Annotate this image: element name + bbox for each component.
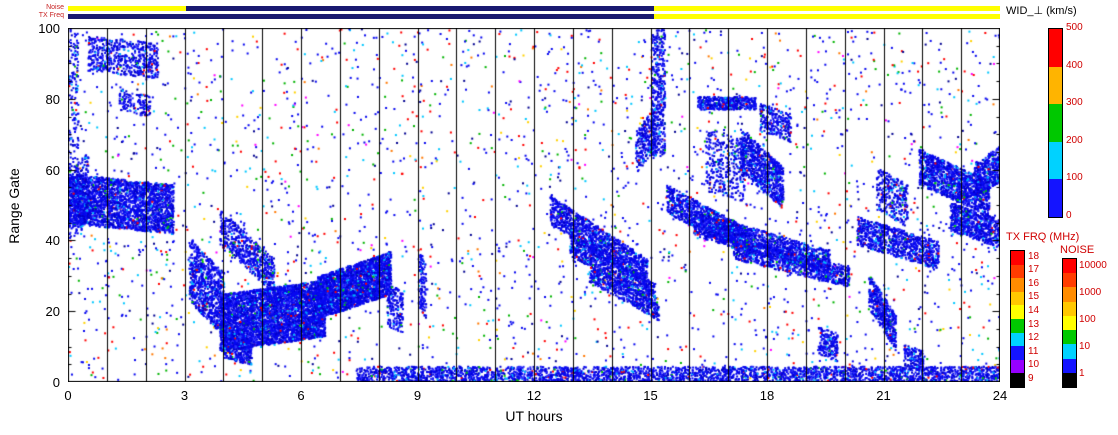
colorbar-segment [1011,359,1024,374]
tx-tick-label: 11 [1028,345,1039,357]
colorbar-segment [1049,179,1062,217]
y-tick-label: 20 [45,304,60,320]
x-tick-label: 21 [876,388,891,403]
x-tick-label: 9 [413,388,422,403]
tx-tick-label: 15 [1028,291,1040,303]
wid-tick-label: 100 [1066,172,1083,184]
noise-strip [68,6,1000,11]
txfreq-strip-label: TX Freq [38,12,64,19]
noise-tick-label: 1000 [1079,287,1102,298]
tx-tick-label: 14 [1028,304,1040,316]
tx-tick-label: 10 [1028,359,1040,371]
colorbar-segment [1063,301,1076,316]
tx-tick-label: 12 [1028,332,1040,344]
noise-tick-label: 1 [1079,368,1085,379]
y-tick-label: 40 [45,233,60,249]
colorbar-segment [1011,264,1024,279]
strip-segment [186,6,655,11]
x-tick-label: 0 [64,388,72,403]
tx-tick-label: 13 [1028,318,1040,330]
x-tick-label: 6 [297,388,305,403]
colorbar-segment [1063,273,1076,288]
wid-tick-label: 300 [1066,97,1083,109]
tx-colorbar [1010,250,1025,388]
colorbar-segment [1011,251,1024,265]
strip-segment [68,14,655,19]
wid-colorbar [1048,28,1063,218]
y-tick-label: 0 [52,375,60,390]
tx-tick-label: 17 [1028,264,1040,276]
noise-tick-label: 10000 [1079,260,1107,271]
tx-tick-label: 16 [1028,277,1040,289]
colorbar-segment [1063,330,1076,345]
noise-colorbar-title: NOISE [1060,244,1095,256]
colorbar-segment [1063,344,1076,359]
tx-colorbar-title: TX FRQ (MHz) [1006,231,1080,243]
colorbar-segment [1011,291,1024,306]
strip-segment [68,6,187,11]
txfreq-strip [68,14,1000,19]
wid-tick-label: 400 [1066,59,1083,71]
colorbar-segment [1049,141,1062,180]
wid-tick-label: 200 [1066,134,1083,146]
x-tick-label: 24 [992,388,1008,403]
x-axis-title: UT hours [505,408,563,424]
colorbar-segment [1011,332,1024,347]
colorbar-segment [1011,278,1024,292]
wid-tick-label: 0 [1066,210,1072,221]
x-tick-label: 3 [180,388,189,403]
wid-colorbar-title: WID_⊥ (km/s) [1006,5,1077,17]
noise-tick-label: 10 [1079,341,1091,352]
plot-canvas [68,28,1000,382]
y-tick-label: 100 [38,21,60,36]
noise-colorbar [1062,258,1077,388]
colorbar-segment [1049,66,1062,105]
colorbar-segment [1011,305,1024,319]
colorbar-segment [1011,318,1024,333]
colorbar-segment [1049,29,1062,67]
x-tick-label: 18 [759,388,775,403]
colorbar-segment [1063,259,1076,274]
wid-tick-label: 500 [1066,22,1083,33]
noise-tick-label: 100 [1079,314,1096,325]
noise-strip-label: Noise [46,4,64,11]
colorbar-segment [1063,358,1076,373]
colorbar-segment [1063,315,1076,331]
y-tick-label: 60 [45,162,60,178]
colorbar-segment [1063,372,1076,387]
strip-segment [654,14,1000,19]
y-tick-label: 80 [45,91,60,107]
colorbar-segment [1063,287,1076,302]
colorbar-segment [1011,373,1024,387]
x-tick-label: 15 [643,388,658,403]
colorbar-segment [1049,104,1062,142]
strip-segment [654,6,1000,11]
x-tick-label: 12 [526,388,542,403]
tx-tick-label: 18 [1028,250,1040,262]
colorbar-segment [1011,346,1024,360]
tx-tick-label: 9 [1028,372,1034,384]
